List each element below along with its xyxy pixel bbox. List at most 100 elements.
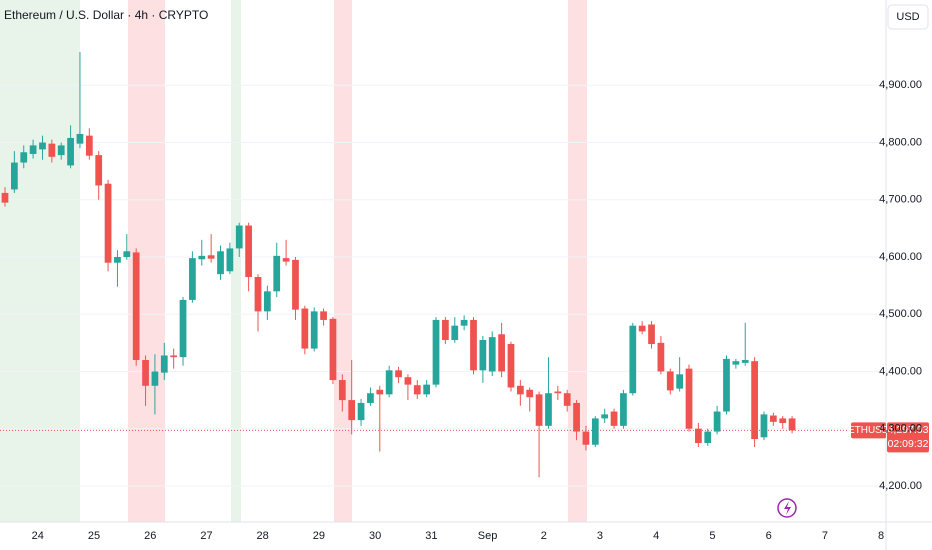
grid-layer — [0, 84, 886, 487]
candle-body — [760, 414, 768, 438]
candle-body — [788, 418, 796, 431]
y-tick-label: 4,400.00 — [879, 365, 922, 377]
candle-body — [10, 162, 18, 190]
candle-body — [29, 145, 37, 154]
candle-body — [601, 414, 609, 419]
session-shade — [231, 0, 241, 522]
candle-body — [535, 394, 543, 426]
x-tick-label: 7 — [822, 530, 828, 542]
session-shade — [568, 0, 587, 522]
x-tick-label: 4 — [653, 530, 659, 542]
candle-body — [151, 371, 159, 386]
assistant-icon — [784, 501, 791, 515]
candle-body — [76, 133, 84, 144]
candle-body — [39, 142, 46, 150]
y-tick-label: 4,500.00 — [879, 308, 922, 320]
candle-body — [254, 277, 262, 312]
candle-body — [442, 319, 449, 340]
candle-body — [338, 380, 346, 401]
candle-body — [554, 391, 562, 394]
candle-body — [198, 255, 206, 260]
candle-body — [779, 418, 787, 423]
candle-body — [751, 361, 758, 440]
candle-body — [310, 311, 318, 349]
x-tick-label: 3 — [597, 530, 603, 542]
currency-button[interactable] — [887, 4, 929, 30]
x-tick-label: 24 — [32, 530, 44, 542]
candle-body — [545, 393, 552, 426]
candle-body — [85, 135, 93, 156]
candle-body — [413, 385, 421, 395]
x-tick-label: 2 — [541, 530, 547, 542]
candle-body — [235, 225, 243, 249]
candle-body — [498, 334, 505, 372]
candle-body — [657, 342, 665, 372]
chart-title: Ethereum / U.S. Dollar · 4h · CRYPTO — [4, 8, 208, 22]
candle-body — [357, 402, 365, 421]
x-tick-label: 29 — [313, 530, 325, 542]
x-tick-label: 6 — [766, 530, 772, 542]
candle-body — [226, 248, 234, 272]
symbol-label: ETHUSD — [848, 425, 889, 436]
candle-body — [704, 431, 712, 444]
y-tick-label: 4,300.00 — [879, 423, 922, 435]
candle-body — [367, 393, 374, 403]
price-label: 4,297.03 — [888, 424, 929, 436]
candle-body — [189, 258, 196, 300]
candle-body — [104, 183, 112, 263]
candle-body — [451, 325, 459, 340]
candle-body — [676, 374, 684, 389]
candle-body — [329, 318, 337, 381]
candle-body — [207, 255, 215, 259]
candle-body — [685, 368, 693, 429]
candle-body — [629, 325, 637, 394]
x-tick-label: 31 — [425, 530, 437, 542]
candle-body — [423, 384, 431, 395]
candle-body — [114, 256, 121, 263]
candle-body — [301, 308, 309, 349]
x-tick-label: Sep — [478, 530, 498, 542]
candle-body — [666, 371, 674, 391]
candle-body — [620, 393, 627, 426]
session-shade — [0, 0, 80, 522]
candle-body — [648, 324, 655, 344]
candle-body — [573, 402, 580, 432]
candle-body — [769, 415, 777, 422]
candle-body — [479, 339, 487, 371]
candle-body — [695, 428, 702, 444]
x-tick-label: 27 — [200, 530, 212, 542]
candle-body — [217, 251, 224, 275]
candle-body — [1, 192, 9, 203]
candle-body — [385, 370, 393, 395]
y-tick-label: 4,700.00 — [879, 194, 922, 206]
y-tick-label: 4,800.00 — [879, 136, 922, 148]
candle-body — [263, 291, 271, 312]
candle-body — [376, 389, 384, 395]
candle-body — [273, 255, 281, 292]
x-tick-label: 8 — [878, 530, 884, 542]
candle-body — [245, 225, 252, 278]
x-tick-label: 30 — [369, 530, 381, 542]
assistant-icon[interactable] — [777, 498, 797, 518]
candle-body — [48, 143, 56, 157]
currency-label[interactable]: USD — [896, 11, 919, 23]
candle-body — [57, 145, 65, 156]
candle-body — [610, 411, 618, 426]
candle-body — [282, 258, 290, 262]
candle-body — [170, 355, 178, 358]
candle-body — [741, 360, 749, 363]
candle-body — [179, 299, 187, 358]
symbol-tag — [851, 422, 886, 439]
y-tick-label: 4,600.00 — [879, 251, 922, 263]
x-tick-label: 28 — [257, 530, 269, 542]
price-tag — [887, 422, 929, 453]
candle-body — [732, 361, 740, 365]
x-tick-label: 25 — [88, 530, 100, 542]
x-tick-label: 5 — [709, 530, 715, 542]
candle-body — [132, 252, 140, 361]
candle-body — [563, 393, 571, 406]
candle-body — [142, 360, 149, 386]
candle-body — [723, 358, 730, 412]
